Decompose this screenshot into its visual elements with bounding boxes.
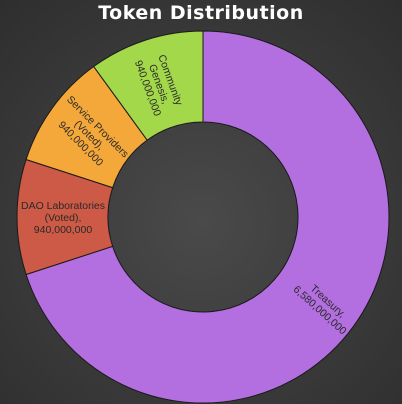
slice-treasury (25, 30, 390, 404)
slice-label-1: DAO Laboratories (Voted), 940,000,000 (21, 200, 105, 236)
slice-community-genesis (92, 30, 204, 141)
chart-title: Token Distribution (98, 2, 304, 24)
